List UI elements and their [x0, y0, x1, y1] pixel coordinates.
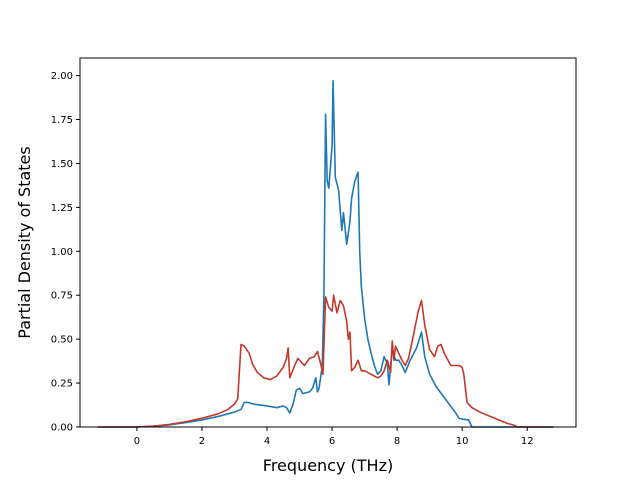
x-tick-label: 8	[394, 436, 400, 447]
y-tick-label: 0.00	[51, 423, 73, 434]
x-tick-label: 10	[456, 436, 469, 447]
y-axis-label: Partial Density of States	[15, 146, 34, 338]
y-tick-label: 0.50	[51, 335, 73, 346]
x-axis-label: Frequency (THz)	[263, 456, 393, 475]
y-tick-label: 1.75	[51, 115, 73, 126]
x-tick-label: 4	[264, 436, 270, 447]
series-line-1	[97, 80, 554, 428]
y-tick-label: 2.00	[51, 71, 73, 82]
y-tick-label: 0.25	[51, 379, 73, 390]
y-axis-ticks: 0.00 0.25 0.50 0.75 1.00 1.25 1.50 1.75 2.00	[51, 71, 80, 434]
y-tick-label: 0.75	[51, 291, 73, 302]
y-tick-label: 1.00	[51, 247, 73, 258]
axes-frame	[79, 57, 577, 428]
y-tick-label: 1.50	[51, 159, 73, 170]
x-tick-label: 12	[521, 436, 534, 447]
x-tick-label: 0	[134, 436, 140, 447]
series-layer	[97, 80, 554, 428]
y-tick-label: 1.25	[51, 203, 73, 214]
x-tick-label: 2	[199, 436, 205, 447]
x-tick-label: 6	[329, 436, 335, 447]
x-axis-ticks: 0 2 4 6 8 10 12	[134, 427, 534, 447]
series-line-2	[97, 294, 554, 428]
